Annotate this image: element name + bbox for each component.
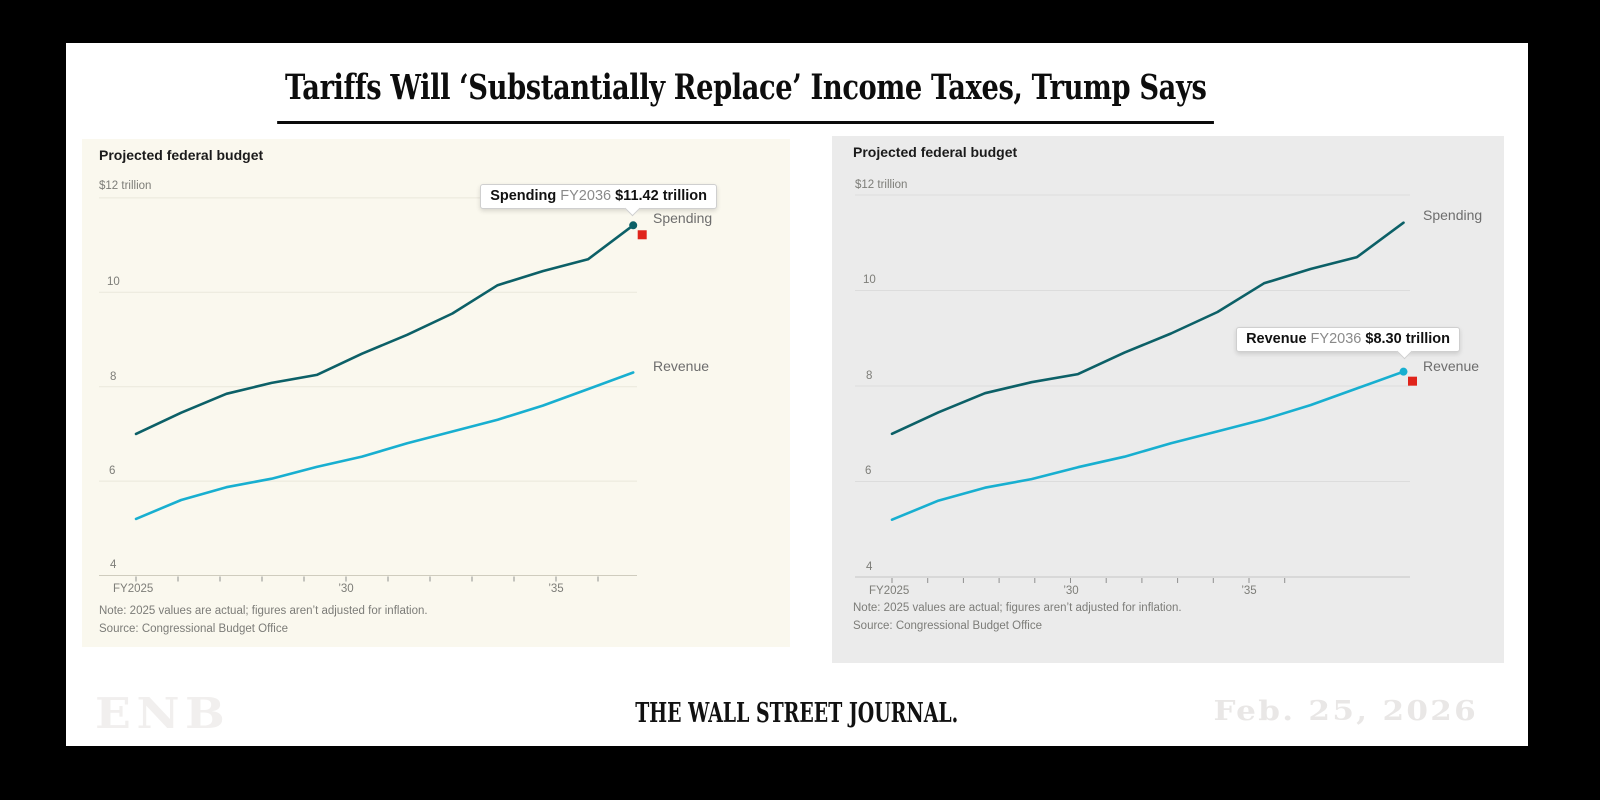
tooltip-series: Revenue — [1246, 331, 1307, 347]
headline-wrap: Tariffs Will ‘Substantially Replace’ Inc… — [66, 67, 1426, 124]
chart-note: Note: 2025 values are actual; figures ar… — [853, 602, 1182, 614]
y-axis-label-10: 10 — [863, 274, 876, 286]
x-axis-label-30: ’30 — [1063, 585, 1079, 597]
tooltip-period: FY2036 — [560, 188, 612, 204]
series-label-spending[interactable]: Spending — [1423, 207, 1483, 223]
x-axis-label-fy2025: FY2025 — [113, 583, 154, 595]
hover-tooltip: Spending FY2036 $11.42 trillion — [480, 184, 717, 217]
series-label-spending[interactable]: Spending — [653, 210, 713, 226]
y-axis-label-12-trillion: $12 trillion — [855, 179, 908, 191]
x-axis-label-35: ’35 — [548, 583, 564, 595]
y-axis-label-8: 8 — [110, 371, 117, 383]
hover-cursor-marker[interactable] — [637, 230, 647, 240]
series-label-revenue[interactable]: Revenue — [1423, 358, 1480, 374]
line-chart-plot[interactable] — [82, 139, 790, 647]
wsj-masthead: THE WALL STREET JOURNAL. — [635, 698, 959, 729]
page-title: Tariffs Will ‘Substantially Replace’ Inc… — [277, 67, 1215, 124]
x-axis-label-35: ’35 — [1241, 585, 1257, 597]
x-axis-label-30: ’30 — [338, 583, 354, 595]
watermark-date: Feb. 25, 2026 — [1213, 696, 1478, 727]
chart-source: Source: Congressional Budget Office — [853, 620, 1043, 632]
chart-source: Source: Congressional Budget Office — [99, 623, 289, 635]
y-axis-label-8: 8 — [866, 370, 873, 382]
tooltip-period: FY2036 — [1310, 331, 1362, 347]
y-axis-label-6: 6 — [109, 465, 116, 477]
spending-line[interactable] — [890, 221, 1405, 436]
line-chart-plot[interactable] — [832, 136, 1504, 663]
panel-background — [82, 139, 790, 647]
y-axis-label-6: 6 — [865, 465, 872, 477]
y-axis-label-4: 4 — [866, 561, 873, 573]
article-card: Tariffs Will ‘Substantially Replace’ Inc… — [66, 43, 1528, 746]
chart-title: Projected federal budget — [99, 147, 264, 163]
hover-tooltip: Revenue FY2036 $8.30 trillion — [1236, 327, 1460, 360]
revenue-line[interactable] — [890, 370, 1405, 522]
chart-title: Projected federal budget — [853, 144, 1018, 160]
series-label-revenue[interactable]: Revenue — [653, 358, 710, 374]
y-axis-label-12-trillion: $12 trillion — [99, 180, 152, 192]
panel-background — [832, 136, 1504, 663]
tooltip-value: $11.42 trillion — [615, 188, 707, 204]
spending-line[interactable] — [134, 224, 635, 436]
tooltip-value: $8.30 trillion — [1365, 331, 1450, 347]
chart-panel-spending-highlight: Projected federal budget $12 trillion 10… — [82, 139, 790, 647]
y-axis-label-4: 4 — [110, 559, 117, 571]
tooltip-series: Spending — [490, 188, 557, 204]
hover-cursor-marker[interactable] — [1408, 376, 1417, 386]
chart-panel-revenue-highlight: Projected federal budget $12 trillion 10… — [832, 136, 1504, 663]
chart-note: Note: 2025 values are actual; figures ar… — [99, 605, 428, 617]
highlight-endpoint-dot[interactable] — [1399, 367, 1408, 376]
highlight-endpoint-dot[interactable] — [629, 221, 638, 230]
y-axis-label-10: 10 — [107, 276, 120, 288]
watermark-enb: ENB — [95, 689, 231, 738]
revenue-line[interactable] — [134, 371, 635, 521]
x-axis-label-fy2025: FY2025 — [869, 585, 910, 597]
